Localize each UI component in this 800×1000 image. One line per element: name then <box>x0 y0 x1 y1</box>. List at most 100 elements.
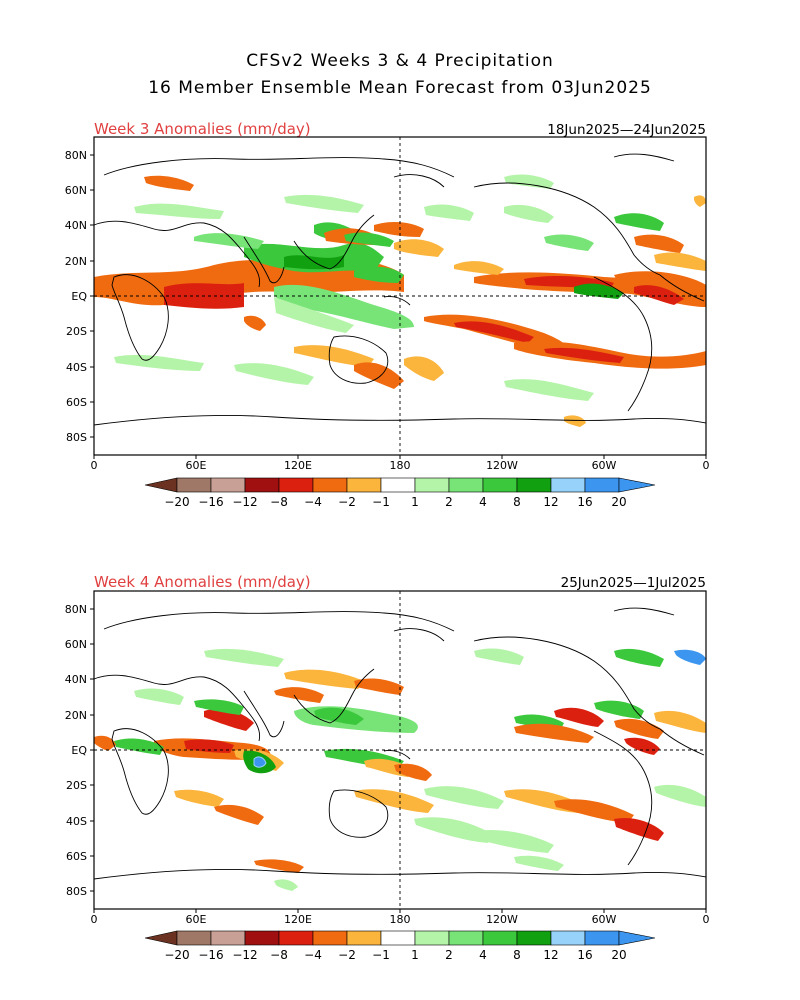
lon-tick-label: 0 <box>703 913 710 926</box>
lon-tick-label: 120E <box>284 913 312 926</box>
colorbar-label: −2 <box>338 948 356 962</box>
colorbar-label: 4 <box>479 495 487 509</box>
colorbar-label: 12 <box>543 495 558 509</box>
colorbar-swatch <box>346 477 382 493</box>
colorbar-swatch <box>176 477 212 493</box>
lat-tick-label: 80N <box>65 603 87 616</box>
lat-tick-20n: 20N <box>65 709 94 722</box>
lon-tick-label: 0 <box>91 913 98 926</box>
colorbar-label: 4 <box>479 948 487 962</box>
panel-week4-label: Week 4 Anomalies (mm/day) <box>94 573 311 591</box>
lat-tick-label: 20N <box>65 255 87 268</box>
colorbar-swatch <box>278 930 314 946</box>
lon-tick-120w: 120W <box>486 455 518 472</box>
lon-tick-60w: 60W <box>592 909 617 926</box>
colorbar-label: −16 <box>198 495 223 509</box>
lon-tick-label: 60W <box>592 459 617 472</box>
colorbar-label: −20 <box>164 948 189 962</box>
lat-axis: 80N 60N 40N 20N EQ 20S 40S 60S 80S <box>65 603 94 898</box>
lat-tick-label: 40S <box>66 361 87 374</box>
lon-tick-0: 0 <box>91 909 98 926</box>
colorbar-high-arrow <box>618 930 656 946</box>
colorbar-swatch <box>448 477 484 493</box>
colorbar-swatch <box>482 930 518 946</box>
lat-tick-40s: 40S <box>66 815 94 828</box>
colorbar-swatch <box>550 930 586 946</box>
colorbar-label: 20 <box>611 495 626 509</box>
colorbar-swatch <box>312 930 348 946</box>
colorbar-label: −20 <box>164 495 189 509</box>
lat-tick-label: 80N <box>65 149 87 162</box>
colorbar-swatch <box>244 930 280 946</box>
colorbar-label: −8 <box>270 495 288 509</box>
lat-tick-label: 20S <box>66 779 87 792</box>
colorbar-swatch <box>210 477 246 493</box>
lat-tick-40n: 40N <box>65 673 94 686</box>
colorbar-swatch <box>414 477 450 493</box>
colorbar-swatch <box>244 477 280 493</box>
colorbar-swatch <box>278 477 314 493</box>
figure-title-line1: CFSv2 Weeks 3 & 4 Precipitation <box>246 51 554 71</box>
colorbar-label: −8 <box>270 948 288 962</box>
lat-tick-label: 20S <box>66 325 87 338</box>
colorbar-label: −2 <box>338 495 356 509</box>
colorbar-label: 2 <box>445 948 453 962</box>
lat-tick-label: 60N <box>65 638 87 651</box>
lat-tick-60n: 60N <box>65 638 94 651</box>
panel-week3-label: Week 3 Anomalies (mm/day) <box>94 120 311 138</box>
lat-tick-label: 40S <box>66 815 87 828</box>
lat-axis: 80N 60N 40N 20N EQ 20S 40S 60S 80S <box>65 149 94 444</box>
coastlines <box>93 607 707 880</box>
lat-tick-label: 20N <box>65 709 87 722</box>
colorbar-swatch <box>346 930 382 946</box>
lat-tick-80s: 80S <box>66 431 94 444</box>
lat-tick-20s: 20S <box>66 779 94 792</box>
lat-tick-60n: 60N <box>65 184 94 197</box>
panel-week3-date-range: 18Jun2025—24Jun2025 <box>547 122 706 138</box>
lat-tick-label: 60N <box>65 184 87 197</box>
colorbar-label: −12 <box>232 948 257 962</box>
colorbar-label: 16 <box>577 948 592 962</box>
lat-tick-80n: 80N <box>65 603 94 616</box>
colorbar-swatch <box>516 477 552 493</box>
lon-tick-0: 0 <box>91 455 98 472</box>
lon-axis: 0 60E 120E 180 120W 60W 0 <box>91 909 710 926</box>
lon-tick-120w: 120W <box>486 909 518 926</box>
lon-tick-180: 180 <box>390 455 411 472</box>
colorbar-label: 2 <box>445 495 453 509</box>
colorbar-swatch <box>584 477 620 493</box>
lat-tick-80n: 80N <box>65 149 94 162</box>
colorbar-swatch <box>176 930 212 946</box>
panel-week3: Week 3 Anomalies (mm/day) 18Jun2025—24Ju… <box>65 120 710 509</box>
lon-axis: 0 60E 120E 180 120W 60W 0 <box>91 455 710 472</box>
colorbar-week3: −20 −16 −12 −8 −4 −2 −1 1 2 4 8 12 16 20 <box>144 477 656 509</box>
colorbar-label: 1 <box>411 948 419 962</box>
precip-anomaly-field <box>94 174 706 427</box>
colorbar-label: 1 <box>411 495 419 509</box>
colorbar-label: −1 <box>372 495 390 509</box>
lat-tick-eq: EQ <box>71 290 94 303</box>
colorbar-label: 16 <box>577 495 592 509</box>
colorbar-label: 8 <box>513 495 521 509</box>
colorbar-swatch <box>550 477 586 493</box>
lon-tick-120e: 120E <box>284 909 312 926</box>
panel-week4: Week 4 Anomalies (mm/day) 25Jun2025—1Jul… <box>65 573 710 962</box>
lon-tick-label: 120W <box>486 459 518 472</box>
lat-tick-label: 40N <box>65 673 87 686</box>
lon-tick-label: 0 <box>91 459 98 472</box>
lat-tick-label: EQ <box>71 290 87 303</box>
colorbar-swatch <box>312 477 348 493</box>
lon-tick-0-east: 0 <box>703 455 710 472</box>
lat-tick-eq: EQ <box>71 744 94 757</box>
colorbar-high-arrow <box>618 477 656 493</box>
lon-tick-60e: 60E <box>186 909 207 926</box>
lat-tick-label: 60S <box>66 850 87 863</box>
colorbar-label: 12 <box>543 948 558 962</box>
lat-tick-20n: 20N <box>65 255 94 268</box>
lon-tick-label: 0 <box>703 459 710 472</box>
colorbar-low-arrow <box>144 930 178 946</box>
colorbar-swatch <box>380 930 416 946</box>
lat-tick-40n: 40N <box>65 219 94 232</box>
panel-week4-map <box>93 590 707 910</box>
lat-tick-label: EQ <box>71 744 87 757</box>
